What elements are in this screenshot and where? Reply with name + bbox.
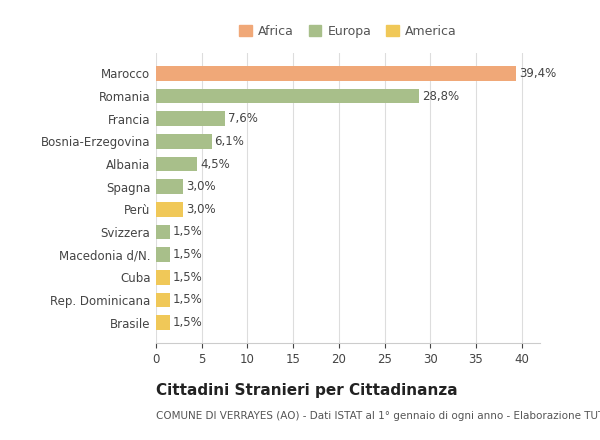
Text: 3,0%: 3,0% [186, 203, 216, 216]
Bar [156, 315, 170, 330]
Bar [156, 111, 226, 126]
Bar [156, 134, 212, 149]
Text: 1,5%: 1,5% [172, 225, 202, 238]
Text: 28,8%: 28,8% [422, 89, 459, 103]
Text: COMUNE DI VERRAYES (AO) - Dati ISTAT al 1° gennaio di ogni anno - Elaborazione T: COMUNE DI VERRAYES (AO) - Dati ISTAT al … [156, 411, 600, 422]
Text: 3,0%: 3,0% [186, 180, 216, 193]
Text: 39,4%: 39,4% [519, 67, 556, 80]
Bar [156, 270, 170, 285]
Text: 7,6%: 7,6% [228, 112, 258, 125]
Bar [156, 202, 184, 216]
Text: 1,5%: 1,5% [172, 248, 202, 261]
Bar [156, 157, 197, 171]
Text: Cittadini Stranieri per Cittadinanza: Cittadini Stranieri per Cittadinanza [156, 383, 458, 398]
Text: 1,5%: 1,5% [172, 316, 202, 329]
Bar [156, 247, 170, 262]
Text: 4,5%: 4,5% [200, 158, 230, 171]
Bar [156, 89, 419, 103]
Bar [156, 225, 170, 239]
Bar [156, 180, 184, 194]
Text: 6,1%: 6,1% [215, 135, 244, 148]
Bar [156, 293, 170, 307]
Bar [156, 66, 516, 81]
Text: 1,5%: 1,5% [172, 271, 202, 284]
Text: 1,5%: 1,5% [172, 293, 202, 307]
Legend: Africa, Europa, America: Africa, Europa, America [235, 21, 461, 42]
